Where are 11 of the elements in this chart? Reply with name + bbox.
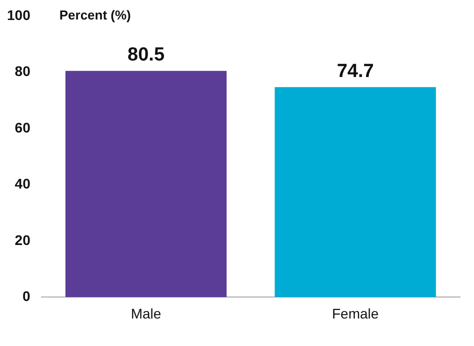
y-tick-label: 20 — [14, 232, 31, 248]
data-label: 74.7 — [336, 60, 374, 82]
x-tick-label: Male — [130, 305, 162, 322]
y-tick-label: 60 — [14, 119, 31, 136]
data-label: 80.5 — [128, 44, 165, 66]
x-tick-label: Female — [332, 305, 379, 322]
y-tick-label: 80 — [14, 63, 31, 80]
y-tick-label: 40 — [14, 176, 31, 192]
y-tick-label: 100 — [7, 6, 31, 23]
y-axis-title: Percent (%) — [59, 8, 131, 23]
y-tick-label: 0 — [22, 288, 31, 304]
